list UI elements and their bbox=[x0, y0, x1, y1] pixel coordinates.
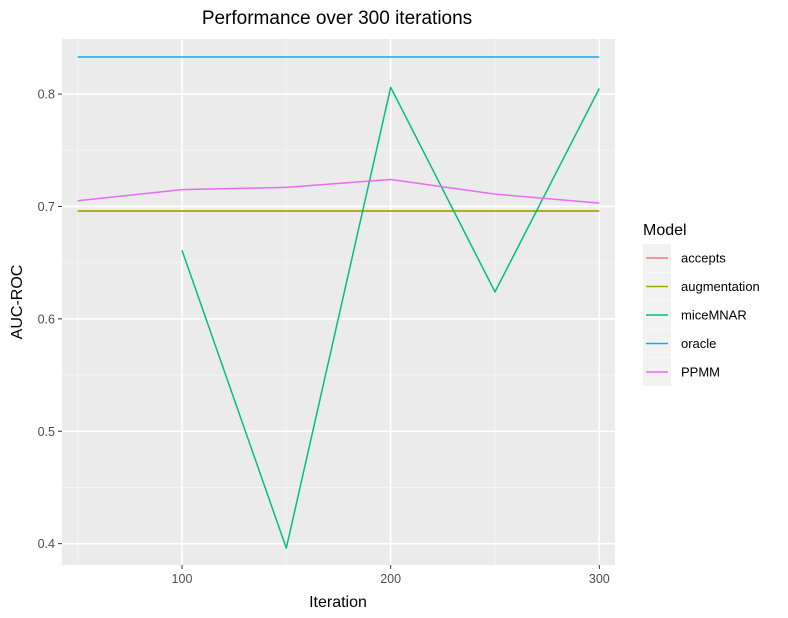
y-tick-label: 0.8 bbox=[38, 88, 55, 102]
legend-label-micemnar: miceMNAR bbox=[681, 308, 747, 323]
y-tick-label: 0.5 bbox=[38, 425, 55, 439]
minor-gridlines bbox=[62, 39, 615, 565]
y-axis-ticks: 0.4 0.5 0.6 0.7 0.8 bbox=[38, 88, 62, 551]
chart-title: Performance over 300 iterations bbox=[202, 8, 472, 29]
y-tick-label: 0.6 bbox=[38, 312, 55, 326]
legend-label-augmentation: augmentation bbox=[681, 279, 760, 294]
series-lines bbox=[77, 56, 600, 549]
x-axis-ticks: 100 200 300 bbox=[172, 565, 610, 586]
x-tick-label: 100 bbox=[172, 572, 193, 586]
legend-label-accepts: accepts bbox=[681, 251, 726, 266]
legend-title: Model bbox=[643, 222, 687, 239]
y-tick-label: 0.4 bbox=[38, 537, 55, 551]
x-tick-label: 200 bbox=[380, 572, 401, 586]
legend-items: accepts augmentation miceMNAR oracle PPMM bbox=[643, 244, 760, 386]
y-axis-title: AUC-ROC bbox=[9, 265, 26, 340]
series-line-micemnar bbox=[181, 86, 600, 549]
x-axis-title: Iteration bbox=[309, 594, 367, 611]
y-tick-label: 0.7 bbox=[38, 200, 55, 214]
series-line-ppmm bbox=[77, 178, 600, 204]
legend-label-ppmm: PPMM bbox=[681, 365, 720, 380]
plot-background bbox=[62, 39, 615, 565]
legend-label-oracle: oracle bbox=[681, 336, 716, 351]
x-tick-label: 300 bbox=[589, 572, 610, 586]
legend: Model accepts augmentation miceMNAR oracle P… bbox=[643, 222, 760, 386]
